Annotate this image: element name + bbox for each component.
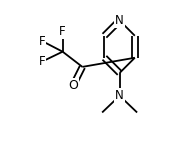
- Text: F: F: [59, 25, 66, 38]
- Text: F: F: [39, 35, 45, 48]
- Text: N: N: [115, 89, 124, 102]
- Text: O: O: [68, 79, 78, 92]
- Text: F: F: [39, 55, 45, 68]
- Text: N: N: [115, 14, 124, 27]
